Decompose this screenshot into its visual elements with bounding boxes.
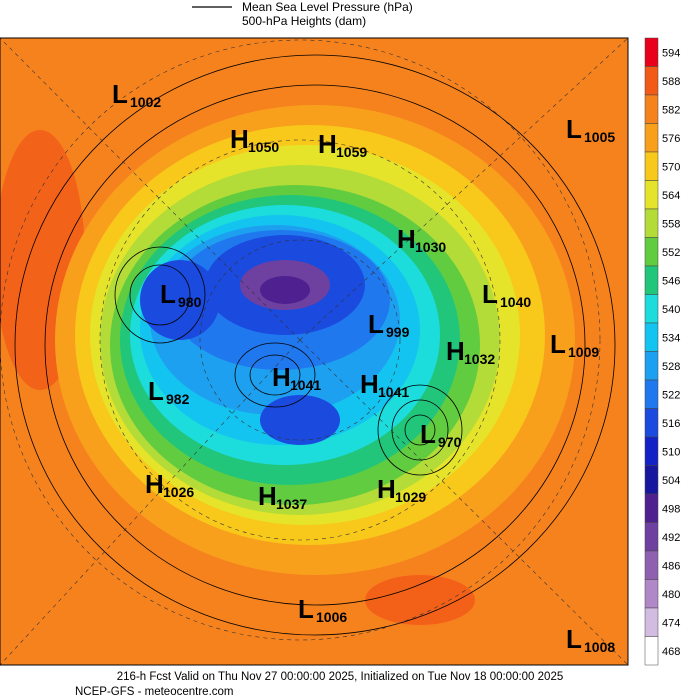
center-pressure: 1041 [290, 377, 321, 393]
colorbar-cell [644, 180, 659, 210]
center-pressure: 999 [386, 324, 410, 340]
center-pressure: 980 [178, 294, 202, 310]
colorbar-label: 486 [662, 560, 680, 572]
center-kind: L [566, 624, 582, 654]
footer-source: NCEP-GFS - meteocentre.com [75, 686, 233, 698]
colorbar-cell [644, 379, 659, 409]
center-kind: H [318, 129, 337, 159]
colorbar-cell [644, 550, 659, 580]
colorbar-label: 594 [662, 47, 680, 59]
center-pressure: 1008 [584, 639, 615, 655]
legend-heights: 500-hPa Heights (dam) [242, 14, 366, 28]
center-kind: L [482, 279, 498, 309]
center-pressure: 1026 [163, 484, 194, 500]
colorbar-cell [644, 94, 659, 124]
center-pressure: 1032 [464, 351, 495, 367]
center-pressure: 1006 [316, 609, 347, 625]
footer-valid: 216-h Fcst Valid on Thu Nov 27 00:00:00 … [117, 671, 563, 683]
colorbar-label: 516 [662, 418, 680, 430]
center-pressure: 1050 [248, 139, 279, 155]
colorbar-cell [644, 465, 659, 495]
colorbar-label: 540 [662, 304, 680, 316]
legend-mslp: Mean Sea Level Pressure (hPa) [242, 0, 413, 14]
colorbar-cell [644, 66, 659, 96]
center-kind: H [230, 124, 249, 154]
colorbar-cell [644, 294, 659, 324]
center-kind: L [112, 79, 128, 109]
colorbar-label: 510 [662, 446, 680, 458]
colorbar: 594 588 582 576 570 564 558 552 546 540 534 528 522 5… [644, 37, 680, 666]
colorbar-cell [644, 237, 659, 267]
colorbar-label: 564 [662, 190, 680, 202]
center-kind: L [420, 419, 436, 449]
colorbar-cell [644, 265, 659, 295]
colorbar-label: 474 [662, 617, 680, 629]
center-pressure: 1059 [336, 144, 367, 160]
colorbar-label: 546 [662, 275, 680, 287]
center-pressure: 1030 [415, 239, 446, 255]
colorbar-cell [644, 522, 659, 552]
center-pressure: 1009 [568, 344, 599, 360]
colorbar-label: 588 [662, 76, 680, 88]
colorbar-cell [644, 636, 659, 666]
colorbar-label: 576 [662, 133, 680, 145]
center-pressure: 1002 [130, 94, 161, 110]
center-kind: H [446, 336, 465, 366]
colorbar-label: 558 [662, 218, 680, 230]
center-kind: L [550, 329, 566, 359]
center-kind: H [258, 481, 277, 511]
colorbar-label: 492 [662, 532, 680, 544]
center-kind: H [360, 369, 379, 399]
colorbar-label: 468 [662, 646, 680, 658]
center-pressure: 1040 [500, 294, 531, 310]
colorbar-cell [644, 436, 659, 466]
center-kind: H [377, 474, 396, 504]
colorbar-label: 552 [662, 247, 680, 259]
center-kind: L [298, 594, 314, 624]
colorbar-label: 570 [662, 161, 680, 173]
colorbar-cell [644, 408, 659, 438]
colorbar-label: 498 [662, 503, 680, 515]
center-kind: H [145, 469, 164, 499]
colorbar-label: 504 [662, 475, 680, 487]
colorbar-label: 522 [662, 389, 680, 401]
colorbar-label: 582 [662, 104, 680, 116]
center-pressure: 1037 [276, 496, 307, 512]
center-kind: L [566, 114, 582, 144]
center-pressure: 1041 [378, 384, 409, 400]
map [0, 38, 628, 665]
center-pressure: 1005 [584, 129, 615, 145]
center-pressure: 1029 [395, 489, 426, 505]
colorbar-cell [644, 322, 659, 352]
colorbar-cell [644, 493, 659, 523]
colorbar-label: 480 [662, 589, 680, 601]
colorbar-cell [644, 151, 659, 181]
colorbar-label: 534 [662, 332, 680, 344]
colorbar-cell [644, 607, 659, 637]
colorbar-cell [644, 579, 659, 609]
center-kind: H [397, 224, 416, 254]
center-pressure: 970 [438, 434, 462, 450]
colorbar-cell [644, 351, 659, 381]
center-kind: L [160, 279, 176, 309]
colorbar-cell [644, 37, 659, 67]
center-pressure: 982 [166, 391, 190, 407]
center-kind: L [368, 309, 384, 339]
colorbar-label: 528 [662, 361, 680, 373]
center-kind: H [272, 362, 291, 392]
colorbar-cell [644, 123, 659, 153]
colorbar-cell [644, 208, 659, 238]
center-kind: L [148, 376, 164, 406]
